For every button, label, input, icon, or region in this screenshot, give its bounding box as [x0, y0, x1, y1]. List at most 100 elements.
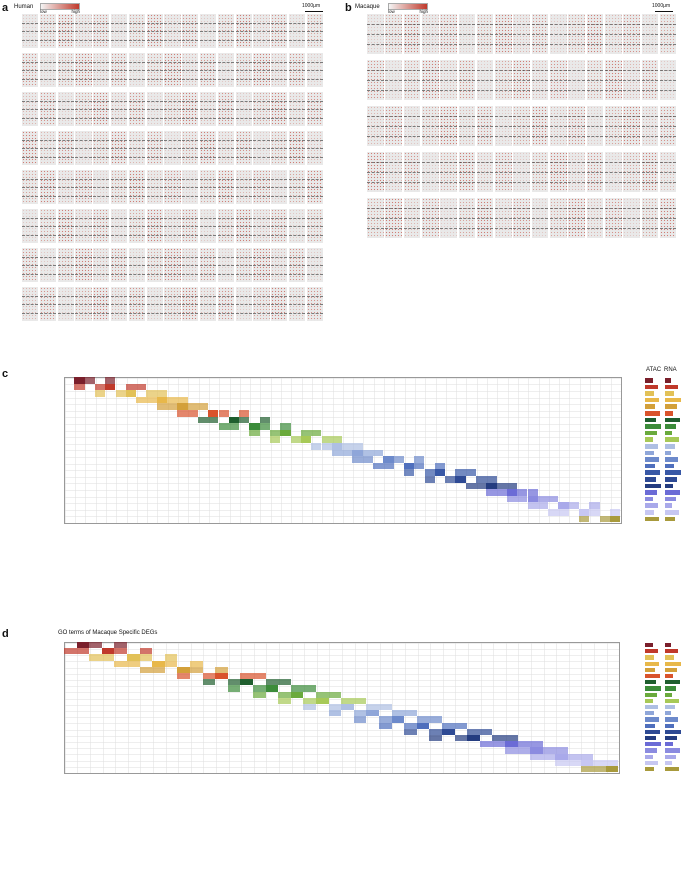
- layer-boundary: [440, 44, 457, 45]
- layer-boundary: [403, 136, 421, 137]
- layer-boundary: [495, 228, 512, 229]
- atac-bar: [645, 649, 658, 654]
- layer-boundary: [111, 22, 128, 24]
- layer-boundary: [22, 117, 39, 119]
- layer-boundary: [217, 304, 234, 305]
- spatial-tile: [39, 170, 56, 204]
- layer-boundary: [476, 44, 494, 45]
- spatial-tile: [289, 170, 306, 204]
- layer-boundary: [22, 273, 39, 275]
- layer-boundary: [367, 24, 384, 25]
- heatmap-cell: [486, 482, 497, 490]
- heatmap-cell: [208, 410, 219, 417]
- heatmap-cell: [290, 436, 301, 443]
- layer-boundary: [306, 178, 323, 180]
- layer-boundary: [235, 117, 252, 119]
- spatial-tile: [39, 287, 56, 321]
- panel-b-letter: b: [345, 2, 352, 14]
- layer-boundary: [586, 136, 604, 137]
- layer-boundary: [403, 172, 421, 173]
- spatial-tile: [22, 92, 39, 126]
- spatial-tile: [111, 170, 128, 204]
- heatmap-cell: [605, 759, 619, 766]
- spatial-tile: [440, 14, 457, 54]
- layer-boundary: [659, 116, 677, 117]
- layer-boundary: [550, 80, 567, 81]
- layer-boundary: [586, 80, 604, 81]
- layer-boundary: [531, 116, 549, 117]
- heatmap-cell: [328, 710, 342, 717]
- spatial-tile: [200, 170, 217, 204]
- layer-boundary: [200, 178, 217, 180]
- spatial-tile: [128, 287, 145, 321]
- spatial-tile: [39, 131, 56, 165]
- spatial-tile: [182, 14, 199, 48]
- layer-boundary: [111, 31, 128, 32]
- layer-boundary: [476, 182, 494, 183]
- spatial-tile: [253, 131, 270, 165]
- layer-boundary: [271, 139, 288, 141]
- layer-boundary: [253, 256, 270, 258]
- layer-boundary: [623, 80, 640, 81]
- layer-boundary: [164, 156, 181, 158]
- layer-boundary: [217, 39, 234, 41]
- spatial-tile: [306, 92, 323, 126]
- layer-boundary: [253, 22, 270, 24]
- layer-boundary: [146, 61, 163, 63]
- spatial-tile: [306, 53, 323, 87]
- layer-boundary: [182, 78, 199, 80]
- layer-boundary: [367, 34, 384, 35]
- spatial-tile: [289, 14, 306, 48]
- layer-boundary: [128, 217, 145, 219]
- heatmap-cell: [416, 722, 430, 729]
- heatmap-cell: [506, 495, 518, 503]
- layer-boundary: [531, 90, 549, 91]
- heatmap-cell: [429, 716, 442, 723]
- layer-boundary: [421, 80, 439, 81]
- heatmap-cell: [517, 747, 531, 754]
- rna-bar: [665, 444, 675, 449]
- spatial-tile: [440, 198, 457, 238]
- heatmap-cell: [331, 443, 343, 450]
- layer-boundary: [164, 178, 181, 180]
- heatmap-cell: [89, 642, 102, 649]
- heatmap-cell: [215, 673, 228, 680]
- layer-boundary: [200, 39, 217, 41]
- rna-bar: [665, 411, 673, 416]
- layer-boundary: [93, 234, 110, 236]
- layer-boundary: [128, 39, 145, 41]
- layer-boundary: [476, 218, 494, 219]
- spatial-tile: [604, 14, 622, 54]
- layer-boundary: [385, 208, 402, 209]
- spatial-tile: [271, 209, 288, 243]
- layer-boundary: [93, 217, 110, 219]
- layer-boundary: [495, 218, 512, 219]
- spatial-tile: [57, 53, 74, 87]
- atac-bar: [645, 404, 655, 409]
- layer-boundary: [57, 187, 74, 188]
- layer-boundary: [182, 178, 199, 180]
- spatial-tile: [217, 53, 234, 87]
- layer-boundary: [623, 24, 640, 25]
- panel-d-letter: d: [2, 628, 9, 640]
- spatial-tile: [476, 14, 494, 54]
- layer-boundary: [385, 34, 402, 35]
- layer-boundary: [289, 109, 306, 110]
- spatial-tile: [385, 106, 402, 146]
- spatial-tile: [253, 92, 270, 126]
- layer-boundary: [495, 136, 512, 137]
- spatial-tile: [217, 209, 234, 243]
- layer-boundary: [604, 116, 622, 117]
- layer-boundary: [57, 273, 74, 275]
- spatial-tile: [200, 14, 217, 48]
- layer-boundary: [421, 182, 439, 183]
- layer-boundary: [200, 139, 217, 141]
- layer-boundary: [421, 208, 439, 209]
- layer-boundary: [39, 139, 56, 141]
- layer-boundary: [604, 24, 622, 25]
- layer-boundary: [367, 172, 384, 173]
- layer-boundary: [75, 78, 92, 80]
- spatial-tile: [217, 14, 234, 48]
- layer-boundary: [253, 78, 270, 80]
- layer-boundary: [641, 44, 659, 45]
